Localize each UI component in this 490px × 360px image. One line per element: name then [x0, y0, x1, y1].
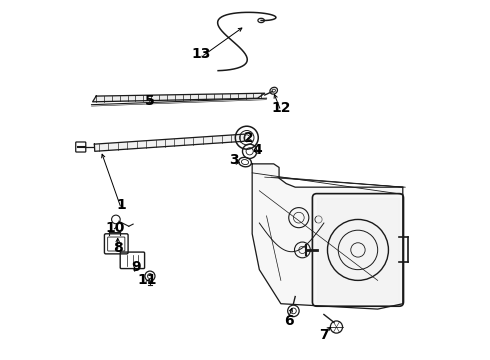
Text: 6: 6	[284, 314, 294, 328]
Text: 13: 13	[192, 48, 211, 62]
Polygon shape	[95, 134, 245, 151]
Text: 11: 11	[138, 273, 157, 287]
Text: 9: 9	[131, 260, 141, 274]
Polygon shape	[93, 93, 265, 102]
Text: 1: 1	[117, 198, 126, 212]
Polygon shape	[252, 164, 403, 309]
Text: 10: 10	[105, 221, 125, 235]
Text: 2: 2	[244, 131, 253, 145]
Text: 8: 8	[113, 241, 122, 255]
Text: 5: 5	[145, 94, 155, 108]
Text: 7: 7	[319, 328, 329, 342]
Text: 12: 12	[271, 101, 291, 115]
Polygon shape	[317, 198, 399, 302]
Text: 4: 4	[253, 143, 263, 157]
Text: 3: 3	[229, 153, 239, 167]
